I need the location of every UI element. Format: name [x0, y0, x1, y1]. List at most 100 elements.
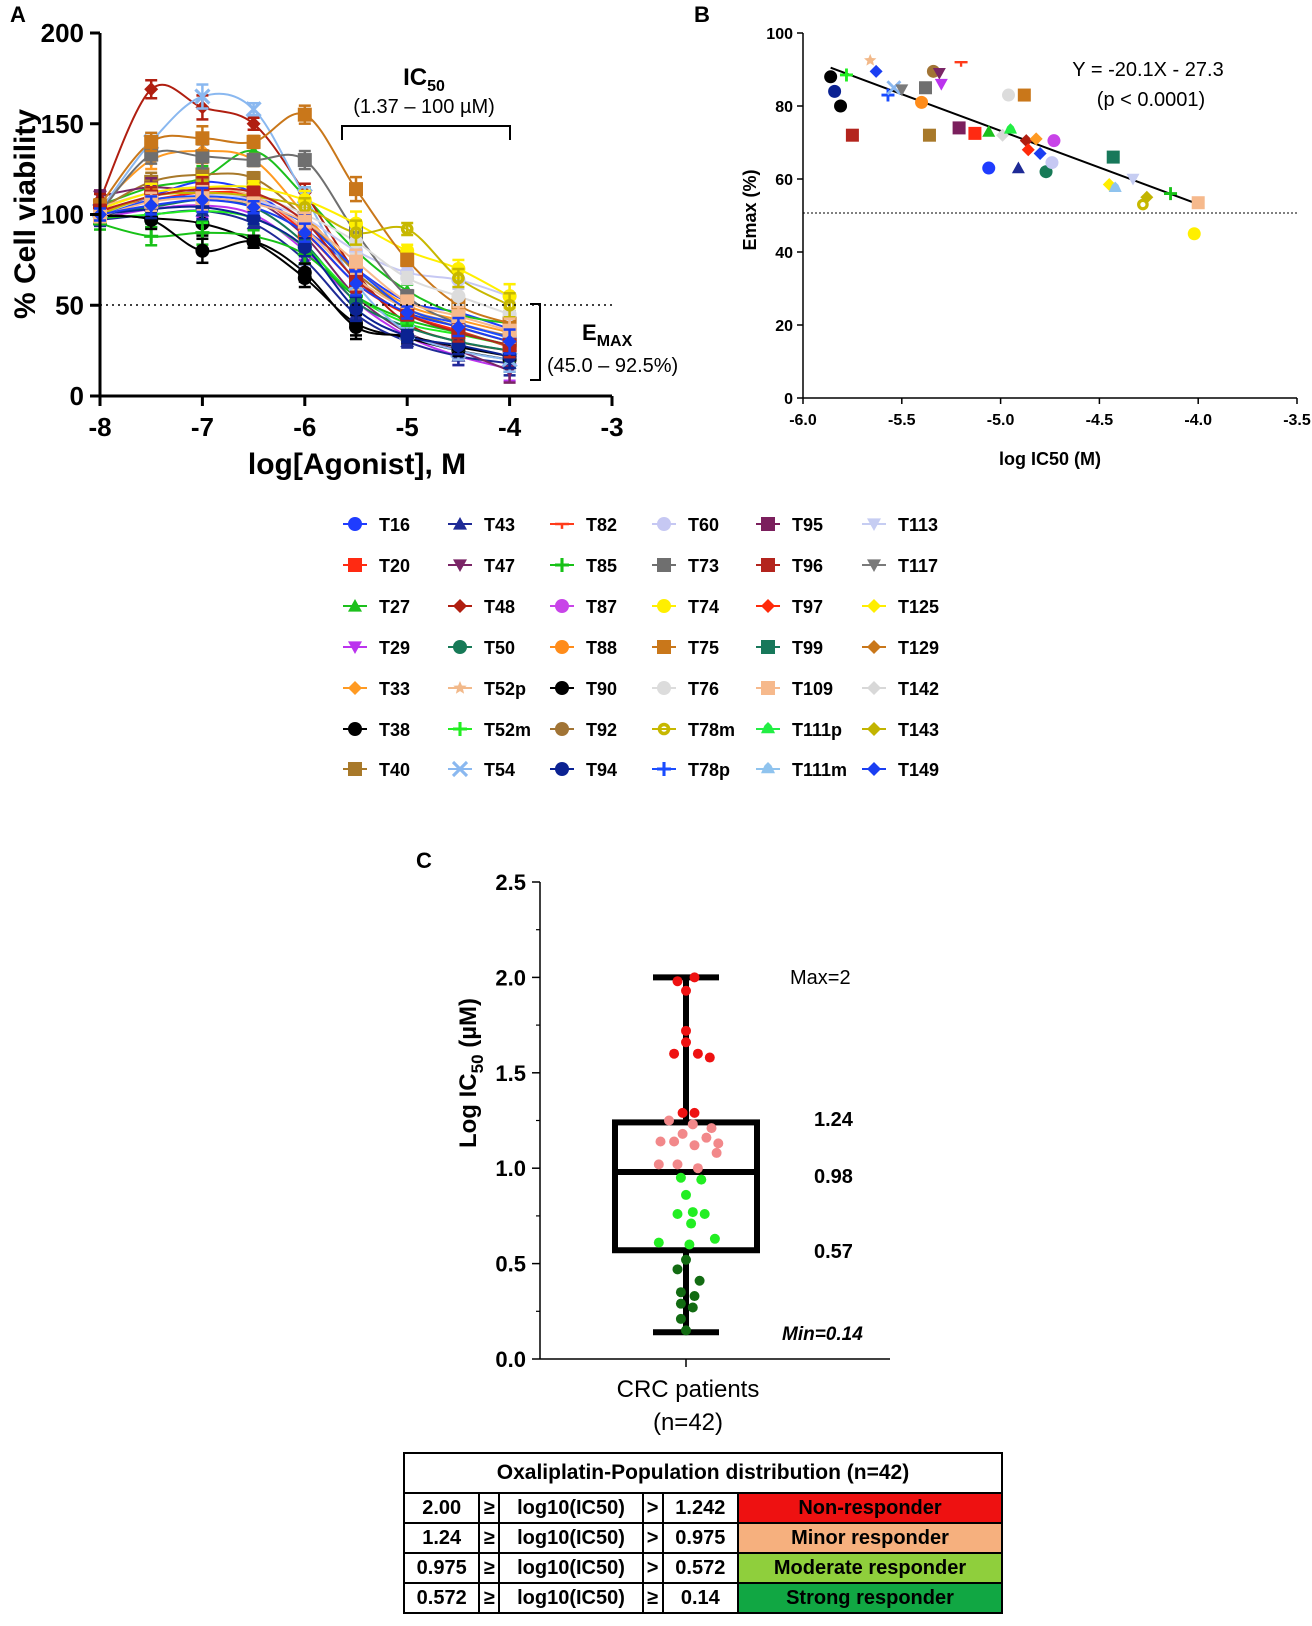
scatter-point — [1029, 132, 1043, 146]
scatter-point — [915, 95, 929, 109]
legend-label: T95 — [792, 515, 823, 535]
panel-c-x-label-line1: CRC patients — [617, 1376, 760, 1403]
scatter-point — [828, 84, 842, 98]
patient-point — [694, 1275, 705, 1286]
legend-item: T88 — [550, 638, 617, 658]
panel-b-points — [824, 53, 1205, 241]
scatter-point — [1045, 156, 1059, 170]
legend-marker — [555, 522, 569, 529]
patient-point — [672, 1159, 683, 1170]
emax-range: (45.0 – 92.5%) — [547, 355, 678, 377]
point-T78m — [349, 226, 363, 239]
scatter-point — [1019, 134, 1033, 148]
range-lower: 1.242 — [661, 1492, 740, 1524]
legend-item: T117 — [862, 556, 938, 576]
point-T54 — [194, 88, 211, 105]
legend: T16 T20 T27 T29 T33 T38 T40 T43 T47 T48 T50 T52p T52… — [343, 515, 939, 780]
box-plot — [612, 974, 760, 1336]
patient-point — [681, 1037, 691, 1048]
table-row: 0.975 ≥ log10(IC50) > 0.572 Moderate res… — [402, 1552, 1003, 1584]
legend-marker — [453, 517, 467, 530]
panel-c-y-label-main: Log IC — [455, 1073, 482, 1148]
panel-c-y-label-sub: 50 — [468, 1054, 487, 1073]
emax-title-main: E — [582, 320, 597, 345]
scatter-point — [881, 88, 895, 102]
legend-item: T82 — [550, 515, 617, 535]
min-label: Min=0.14 — [782, 1324, 863, 1345]
table-title-row: Oxaliplatin-Population distribution (n=4… — [403, 1452, 1003, 1494]
emax-title: EMAX — [582, 320, 633, 350]
y-tick-label: 1.0 — [495, 1156, 526, 1181]
operator-ge: ≥ — [478, 1582, 501, 1614]
legend-label: T129 — [898, 638, 939, 658]
point-T90 — [246, 234, 261, 249]
panel-c-x-label-line2: (n=42) — [653, 1409, 723, 1436]
scatter-point — [919, 81, 933, 95]
q3-label: 1.24 — [814, 1109, 854, 1131]
legend-item: T75 — [652, 638, 719, 658]
y-tick-label: 2.0 — [495, 965, 526, 990]
legend-label: T90 — [586, 679, 617, 699]
range-lower: 0.14 — [661, 1582, 740, 1614]
ic50-bracket — [341, 125, 511, 140]
legend-item: T142 — [862, 679, 939, 699]
point-T54 — [245, 101, 262, 118]
point-T85 — [195, 225, 210, 240]
scatter-point — [1106, 150, 1120, 164]
legend-marker — [453, 640, 467, 654]
patient-point — [672, 1264, 683, 1275]
panel-b-y-ticks: 0 20 40 60 80 100 — [766, 26, 803, 408]
y-tick-label: 100 — [41, 200, 84, 230]
legend-item: T47 — [448, 556, 515, 576]
category-cell: Moderate responder — [737, 1552, 1003, 1584]
operator-gt: > — [641, 1522, 664, 1554]
legend-item: T90 — [550, 679, 617, 699]
y-tick-label: 20 — [775, 318, 793, 335]
legend-marker — [761, 722, 775, 734]
emax-title-sub: MAX — [597, 333, 633, 350]
operator-ge: ≥ — [478, 1522, 501, 1554]
y-tick-label: 150 — [41, 109, 84, 139]
legend-marker — [867, 762, 881, 776]
patient-point — [655, 1136, 666, 1147]
legend-item: T78m — [652, 720, 735, 740]
scatter-point — [1137, 198, 1149, 211]
legend-item: T52p — [448, 679, 526, 699]
range-lower: 0.572 — [661, 1552, 740, 1584]
table-row: 2.00 ≥ log10(IC50) > 1.242 Non-responder — [402, 1492, 1003, 1524]
scatter-point — [895, 84, 909, 97]
point-T149 — [502, 334, 517, 349]
range-metric: log10(IC50) — [498, 1522, 644, 1554]
panel-c: 0.0 0.5 1.0 1.5 2.0 2.5 Log IC50 (µM) CRC pat… — [455, 870, 890, 1436]
legend-marker — [453, 559, 467, 572]
point-T90 — [144, 212, 159, 227]
legend-label: T142 — [898, 679, 939, 699]
patient-point — [687, 1207, 698, 1218]
legend-marker — [867, 640, 881, 654]
y-tick-label: 40 — [775, 245, 793, 262]
legend-item: T73 — [652, 556, 719, 576]
legend-marker — [555, 599, 569, 613]
operator-gt: > — [641, 1492, 664, 1524]
point-T76 — [400, 271, 415, 286]
scatter-point — [934, 78, 948, 91]
legend-label: T54 — [484, 760, 515, 780]
scatter-point — [845, 128, 859, 142]
legend-item: T33 — [343, 679, 410, 699]
point-T94 — [400, 329, 415, 344]
legend-label: T50 — [484, 638, 515, 658]
range-metric: log10(IC50) — [498, 1552, 644, 1584]
point-T149 — [144, 198, 159, 213]
patient-point — [706, 1123, 717, 1134]
legend-item: T43 — [448, 515, 515, 535]
legend-label: T113 — [898, 515, 938, 535]
patient-point — [653, 1237, 664, 1248]
operator-ge: ≥ — [478, 1492, 501, 1524]
ic50-title: IC50 — [403, 64, 445, 95]
scatter-point — [1017, 88, 1031, 102]
y-tick-label: 0 — [70, 381, 84, 411]
point-T94 — [246, 211, 261, 226]
legend-item: T74 — [652, 597, 719, 617]
scatter-point — [1021, 143, 1035, 157]
legend-marker — [555, 722, 569, 736]
